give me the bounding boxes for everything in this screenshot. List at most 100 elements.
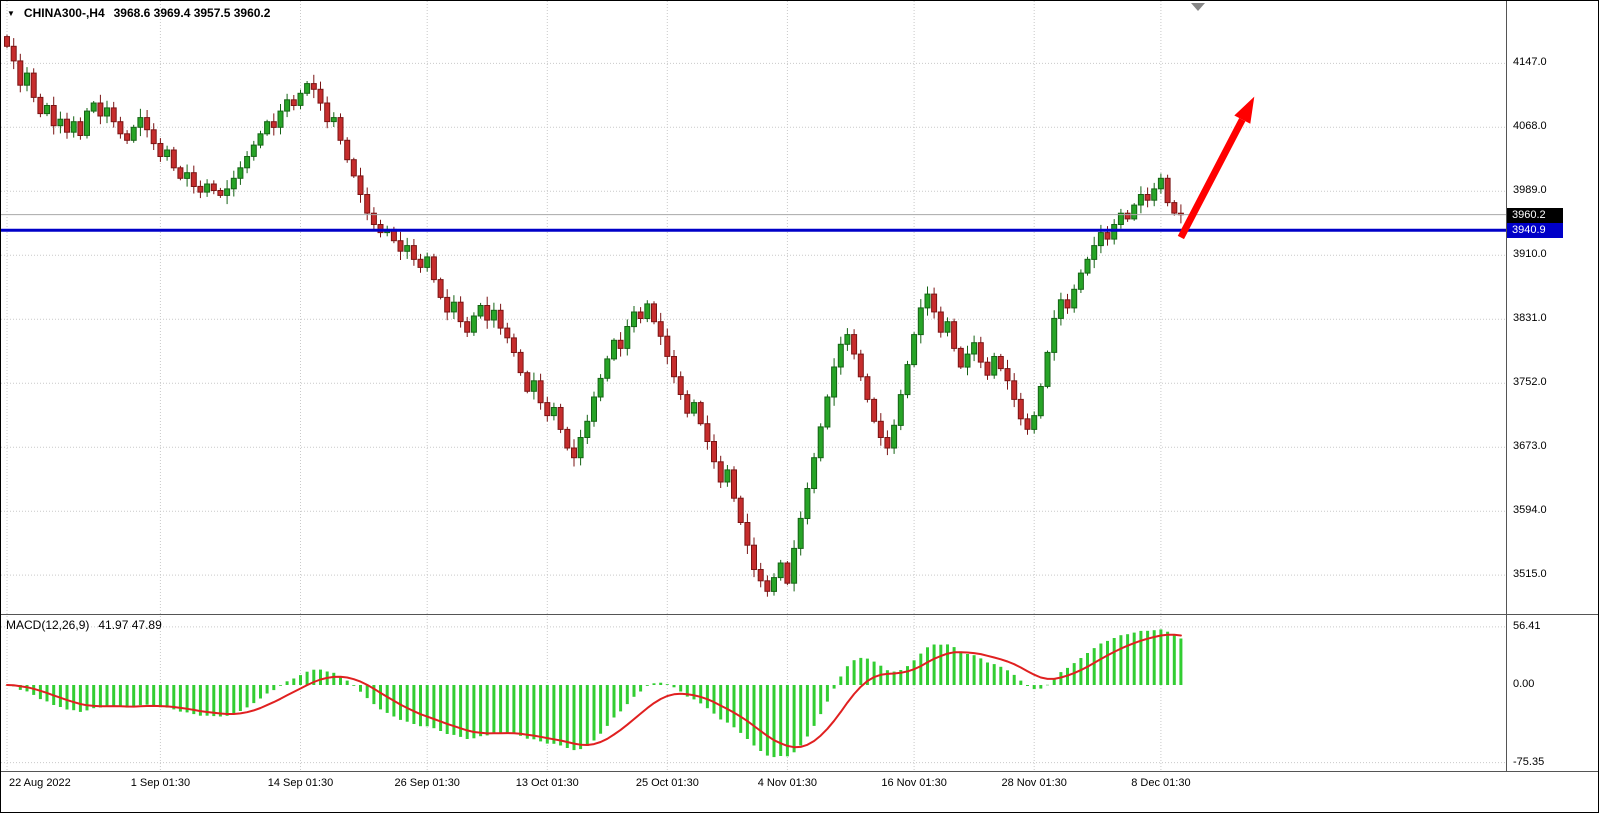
candle-body (537, 380, 544, 404)
macd-bar (138, 685, 142, 706)
macd-bar (1046, 684, 1049, 686)
candle-body (657, 321, 664, 337)
candle-body (1091, 245, 1098, 260)
candle-body (244, 156, 251, 169)
symbol-dropdown-icon[interactable]: ▼ (7, 8, 15, 18)
macd-bar (865, 658, 869, 685)
candle-body (591, 396, 597, 422)
candle-body (324, 102, 331, 123)
candle-body (164, 149, 171, 157)
macd-bar (312, 669, 316, 685)
candle-body (1111, 224, 1118, 240)
price-axis-label: 4068.0 (1513, 120, 1547, 133)
candle-body (984, 361, 991, 376)
candle-body (497, 309, 504, 329)
candle-body (57, 118, 64, 127)
candle-body (831, 366, 838, 398)
macd-bar (825, 685, 829, 702)
chart-shift-marker[interactable] (1191, 3, 1205, 11)
candle-body (430, 256, 437, 281)
candle-body (917, 307, 924, 336)
chart-title-overlay: ▼ CHINA300-,H4 3968.6 3969.4 3957.5 3960… (7, 6, 270, 20)
candle-body (811, 457, 818, 490)
candle-body (571, 447, 577, 459)
macd-bar (58, 685, 62, 707)
candle-body (604, 358, 611, 379)
macd-bar (32, 685, 36, 695)
candle-body (417, 258, 424, 268)
candle-body (550, 407, 557, 417)
candle-body (791, 547, 798, 584)
candle-body (350, 159, 357, 177)
price-axis-label: 3594.0 (1513, 504, 1547, 517)
macd-bar (632, 685, 636, 697)
macd-bar (292, 678, 296, 685)
macd-bar (932, 644, 936, 685)
macd-bar (572, 685, 576, 751)
macd-bar (986, 662, 989, 685)
candle-body (1077, 272, 1084, 290)
candle-body (597, 377, 604, 398)
macd-bar (1052, 678, 1056, 685)
candle-body (157, 143, 164, 157)
macd-bar (259, 685, 262, 699)
macd-bar (65, 685, 69, 710)
macd-bar (672, 685, 676, 688)
macd-bar (599, 685, 603, 734)
candle-body (64, 118, 70, 133)
candle-body (17, 60, 24, 86)
macd-bar (579, 685, 583, 750)
macd-bar (679, 685, 683, 692)
candle-body (697, 402, 704, 425)
candle-body (844, 334, 851, 345)
macd-bar (999, 666, 1003, 685)
candle-body (524, 372, 531, 392)
candle-body (297, 92, 304, 106)
macd-bar (385, 685, 389, 713)
macd-bar (652, 683, 656, 685)
candle-body (84, 110, 90, 136)
macd-bar (699, 685, 703, 704)
macd-bar (585, 685, 589, 746)
candle-body (1117, 212, 1124, 225)
candle-body (1024, 418, 1031, 430)
macd-bar (946, 644, 949, 685)
candle-body (857, 353, 864, 378)
candle-body (1064, 299, 1071, 309)
macd-bar (125, 685, 129, 708)
candle-body (937, 311, 944, 333)
macd-bar (92, 685, 96, 709)
trend-arrow-head[interactable] (1234, 96, 1255, 124)
candle-body (310, 83, 317, 90)
macd-bar (165, 685, 169, 708)
macd-bar (359, 685, 362, 692)
macd-bar (152, 685, 156, 706)
macd-bar (245, 685, 249, 708)
macd-bar (1166, 631, 1170, 685)
current-price-badge: 3960.2 (1507, 207, 1563, 223)
macd-bar (1059, 672, 1063, 685)
macd-bar (1006, 670, 1009, 685)
macd-bar (819, 685, 823, 715)
macd-bar (198, 685, 202, 716)
macd-bar (972, 655, 976, 685)
macd-bar (1032, 685, 1036, 690)
price-axis-label: 3910.0 (1513, 248, 1547, 261)
macd-bar (926, 647, 929, 685)
candle-body (931, 293, 938, 313)
macd-bar (1112, 638, 1116, 685)
candle-body (464, 321, 471, 333)
trend-arrow-shaft[interactable] (1177, 117, 1246, 240)
macd-bar (899, 670, 903, 685)
macd-bar (118, 685, 122, 707)
macd-bar (78, 685, 82, 712)
candle-body (150, 129, 157, 145)
candle-body (130, 126, 137, 141)
macd-bar (832, 685, 836, 689)
candle-body (4, 36, 10, 47)
macd-signal-line (6, 633, 1182, 749)
macd-bar (178, 685, 182, 712)
candle-body (944, 321, 951, 333)
macd-bar (279, 685, 282, 686)
